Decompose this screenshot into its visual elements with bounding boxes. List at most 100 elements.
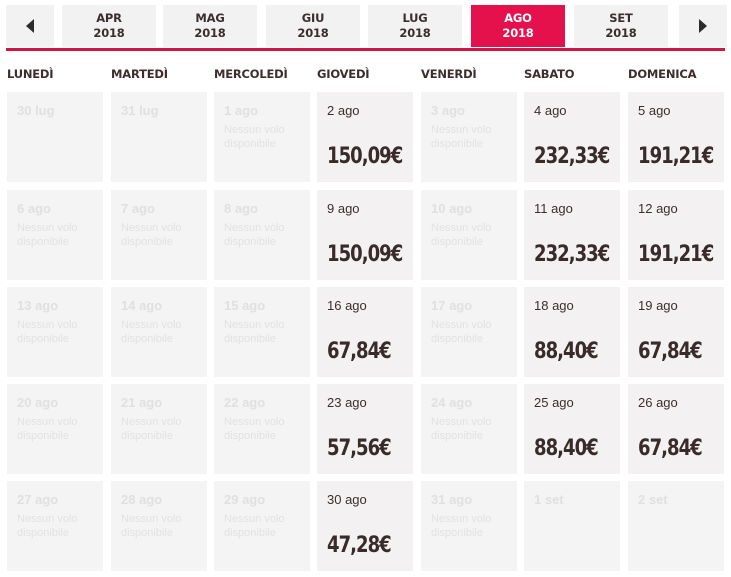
calendar-day-unavailable: 6 ago Nessun volo disponibile [7,190,103,280]
day-date-label: 29 ago [224,492,266,507]
day-date-label: 7 ago [121,201,155,216]
day-date-label: 2 set [638,492,668,507]
next-month-button[interactable] [679,5,727,47]
day-date-label: 30 lug [17,103,55,118]
month-tab-year: 2018 [399,26,431,40]
calendar-day-available[interactable]: 12 ago 191,21€ [628,190,724,280]
calendar-day-available[interactable]: 2 ago 150,09€ [317,92,413,182]
calendar-day-unavailable: 13 ago Nessun volo disponibile [7,287,103,377]
weekday-label: DOMENICA [628,67,697,81]
no-flight-note: Nessun volo disponibile [224,222,285,248]
calendar-day-available[interactable]: 11 ago 232,33€ [524,190,620,280]
month-tab-month: SET [609,11,633,25]
month-tab-month: AGO [504,11,532,25]
month-tab-year: 2018 [502,26,534,40]
day-date-label: 22 ago [224,395,266,410]
month-tab-year: 2018 [93,26,125,40]
calendar-day-available[interactable]: 16 ago 67,84€ [317,287,413,377]
weekday-label: VENERDÌ [421,67,477,81]
weekday-label: MERCOLEDÌ [214,67,288,81]
calendar-day-unavailable: 7 ago Nessun volo disponibile [111,190,207,280]
calendar-day-unavailable: 24 ago Nessun volo disponibile [421,384,517,474]
previous-month-button[interactable] [6,5,54,47]
calendar-day-available[interactable]: 4 ago 232,33€ [524,92,620,182]
calendar-day-unavailable: 3 ago Nessun volo disponibile [421,92,517,182]
weekday-label: SABATO [524,67,575,81]
day-date-label: 1 ago [224,103,258,118]
calendar-day-available[interactable]: 25 ago 88,40€ [524,384,620,474]
calendar-day-available[interactable]: 30 ago 47,28€ [317,481,413,571]
month-tab-month: APR [96,11,122,25]
calendar-day-available[interactable]: 5 ago 191,21€ [628,92,724,182]
calendar-day-unavailable: 2 set [628,481,724,571]
day-price: 67,84€ [638,436,703,461]
day-date-label: 9 ago [327,201,360,216]
day-date-label: 31 ago [431,492,473,507]
chevron-right-icon [699,19,707,33]
day-date-label: 5 ago [638,103,671,118]
day-date-label: 10 ago [431,201,473,216]
no-flight-note: Nessun volo disponibile [224,416,285,442]
no-flight-note: Nessun volo disponibile [121,513,182,539]
day-date-label: 8 ago [224,201,258,216]
day-date-label: 21 ago [121,395,163,410]
no-flight-note: Nessun volo disponibile [17,513,78,539]
day-price: 150,09€ [327,242,403,267]
day-date-label: 23 ago [327,395,367,410]
no-flight-note: Nessun volo disponibile [17,416,78,442]
calendar-day-unavailable: 31 ago Nessun volo disponibile [421,481,517,571]
month-tab-month: LUG [402,11,428,25]
day-date-label: 31 lug [121,103,159,118]
month-tab-set[interactable]: SET 2018 [574,5,668,47]
calendar-day-available[interactable]: 23 ago 57,56€ [317,384,413,474]
month-tab-month: GIU [301,11,325,25]
no-flight-note: Nessun volo disponibile [431,416,492,442]
day-price: 232,33€ [534,144,610,169]
day-date-label: 1 set [534,492,564,507]
day-date-label: 25 ago [534,395,574,410]
month-tab-giu[interactable]: GIU 2018 [266,5,360,47]
day-price: 47,28€ [327,533,392,558]
day-price: 150,09€ [327,144,403,169]
calendar-day-unavailable: 14 ago Nessun volo disponibile [111,287,207,377]
day-date-label: 15 ago [224,298,266,313]
day-date-label: 18 ago [534,298,574,313]
month-bar-underline [6,48,725,51]
calendar-day-unavailable: 21 ago Nessun volo disponibile [111,384,207,474]
calendar-day-available[interactable]: 19 ago 67,84€ [628,287,724,377]
no-flight-note: Nessun volo disponibile [431,319,492,345]
month-navigation: APR 2018 MAG 2018 GIU 2018 LUG 2018 AGO 2018 SET 20… [0,0,731,53]
calendar-day-available[interactable]: 9 ago 150,09€ [317,190,413,280]
calendar-day-unavailable: 10 ago Nessun volo disponibile [421,190,517,280]
day-date-label: 17 ago [431,298,473,313]
day-date-label: 30 ago [327,492,367,507]
calendar-day-available[interactable]: 26 ago 67,84€ [628,384,724,474]
day-date-label: 6 ago [17,201,51,216]
month-tab-month: MAG [195,11,225,25]
calendar-day-unavailable: 29 ago Nessun volo disponibile [214,481,310,571]
month-tab-apr[interactable]: APR 2018 [62,5,156,47]
no-flight-note: Nessun volo disponibile [224,124,285,150]
calendar-day-unavailable: 8 ago Nessun volo disponibile [214,190,310,280]
month-tab-year: 2018 [605,26,637,40]
calendar-day-available[interactable]: 18 ago 88,40€ [524,287,620,377]
day-date-label: 3 ago [431,103,465,118]
month-tab-mag[interactable]: MAG 2018 [163,5,257,47]
calendar-day-unavailable: 15 ago Nessun volo disponibile [214,287,310,377]
day-price: 232,33€ [534,242,610,267]
no-flight-note: Nessun volo disponibile [121,222,182,248]
no-flight-note: Nessun volo disponibile [431,124,492,150]
month-tab-lug[interactable]: LUG 2018 [368,5,462,47]
weekday-label: GIOVEDÌ [317,67,370,81]
day-price: 191,21€ [638,144,714,169]
no-flight-note: Nessun volo disponibile [121,319,182,345]
no-flight-note: Nessun volo disponibile [224,513,285,539]
calendar-day-unavailable: 28 ago Nessun volo disponibile [111,481,207,571]
day-date-label: 11 ago [534,201,573,216]
day-date-label: 28 ago [121,492,163,507]
month-tab-year: 2018 [194,26,226,40]
month-tab-ago[interactable]: AGO 2018 [471,5,565,47]
calendar-day-unavailable: 1 set [524,481,620,571]
day-price: 57,56€ [327,436,392,461]
calendar-day-unavailable: 31 lug [111,92,207,182]
